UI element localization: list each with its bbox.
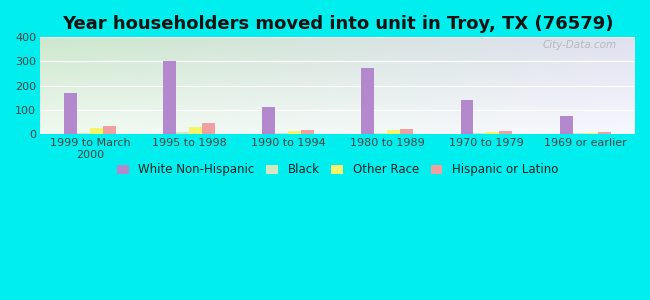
Bar bbox=[263, 106, 275, 134]
Bar bbox=[189, 127, 202, 134]
Bar bbox=[90, 128, 103, 134]
Bar bbox=[202, 123, 215, 134]
Bar bbox=[599, 132, 611, 134]
Bar bbox=[163, 61, 176, 134]
Bar bbox=[275, 133, 288, 134]
Bar bbox=[400, 128, 413, 134]
Bar bbox=[461, 100, 473, 134]
Bar bbox=[176, 132, 189, 134]
Bar bbox=[301, 130, 314, 134]
Bar bbox=[64, 93, 77, 134]
Bar bbox=[374, 133, 387, 134]
Bar bbox=[387, 130, 400, 134]
Title: Year householders moved into unit in Troy, TX (76579): Year householders moved into unit in Tro… bbox=[62, 15, 614, 33]
Legend: White Non-Hispanic, Black, Other Race, Hispanic or Latino: White Non-Hispanic, Black, Other Race, H… bbox=[112, 159, 563, 181]
Bar bbox=[361, 68, 374, 134]
Bar bbox=[288, 131, 301, 134]
Bar bbox=[103, 126, 116, 134]
Bar bbox=[77, 133, 90, 134]
Text: City-Data.com: City-Data.com bbox=[543, 40, 617, 50]
Bar bbox=[473, 133, 486, 134]
Bar bbox=[486, 132, 499, 134]
Bar bbox=[560, 116, 573, 134]
Bar bbox=[499, 131, 512, 134]
